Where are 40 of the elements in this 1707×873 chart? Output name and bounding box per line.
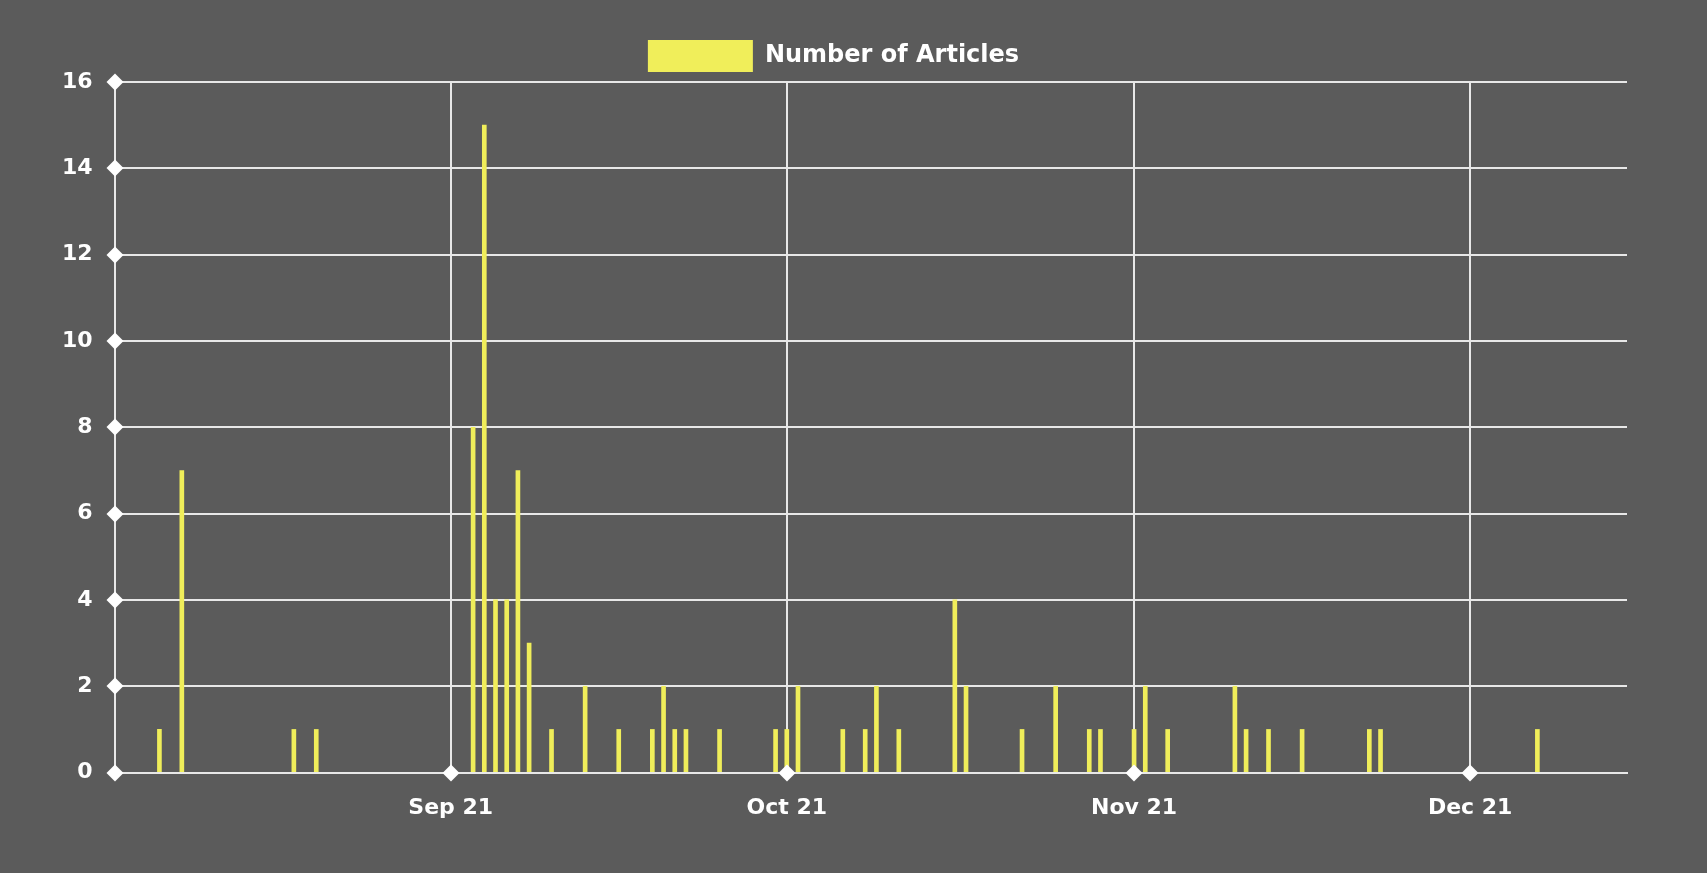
y-tick-label: 14 [61,154,93,180]
bar [493,599,498,772]
bar [157,729,162,772]
x-tick-label: Oct 21 [746,793,828,819]
x-tick-label: Sep 21 [408,793,494,819]
bar [1535,729,1540,772]
bar [504,599,510,772]
bar [650,729,655,772]
bar [874,685,879,772]
bar [661,685,666,772]
bar [1165,729,1171,772]
bar [840,729,846,772]
bar [1367,729,1372,772]
bar [1098,729,1103,772]
y-tick-label: 10 [61,326,93,352]
bar [672,729,678,772]
bar [616,729,622,772]
y-tick-label: 2 [77,671,93,697]
bar [1053,685,1058,772]
bar [717,729,722,772]
bar [1378,729,1383,772]
y-tick-label: 6 [77,499,93,525]
bar [1142,685,1148,772]
legend-label: Number of Articles [764,40,1020,69]
y-tick-label: 12 [61,240,93,266]
bar [952,599,958,772]
bar [1086,729,1092,772]
y-tick-label: 16 [61,67,93,93]
bar [549,729,554,772]
bar [773,729,778,772]
bar [862,729,868,772]
x-tick-label: Nov 21 [1091,793,1178,819]
bar [313,729,319,772]
y-tick-label: 4 [77,585,93,611]
x-tick-label: Dec 21 [1427,793,1513,819]
bar [896,729,902,772]
y-tick-label: 8 [77,413,93,439]
bar [1266,729,1271,772]
y-tick-label: 0 [77,758,93,784]
bar [481,124,487,772]
